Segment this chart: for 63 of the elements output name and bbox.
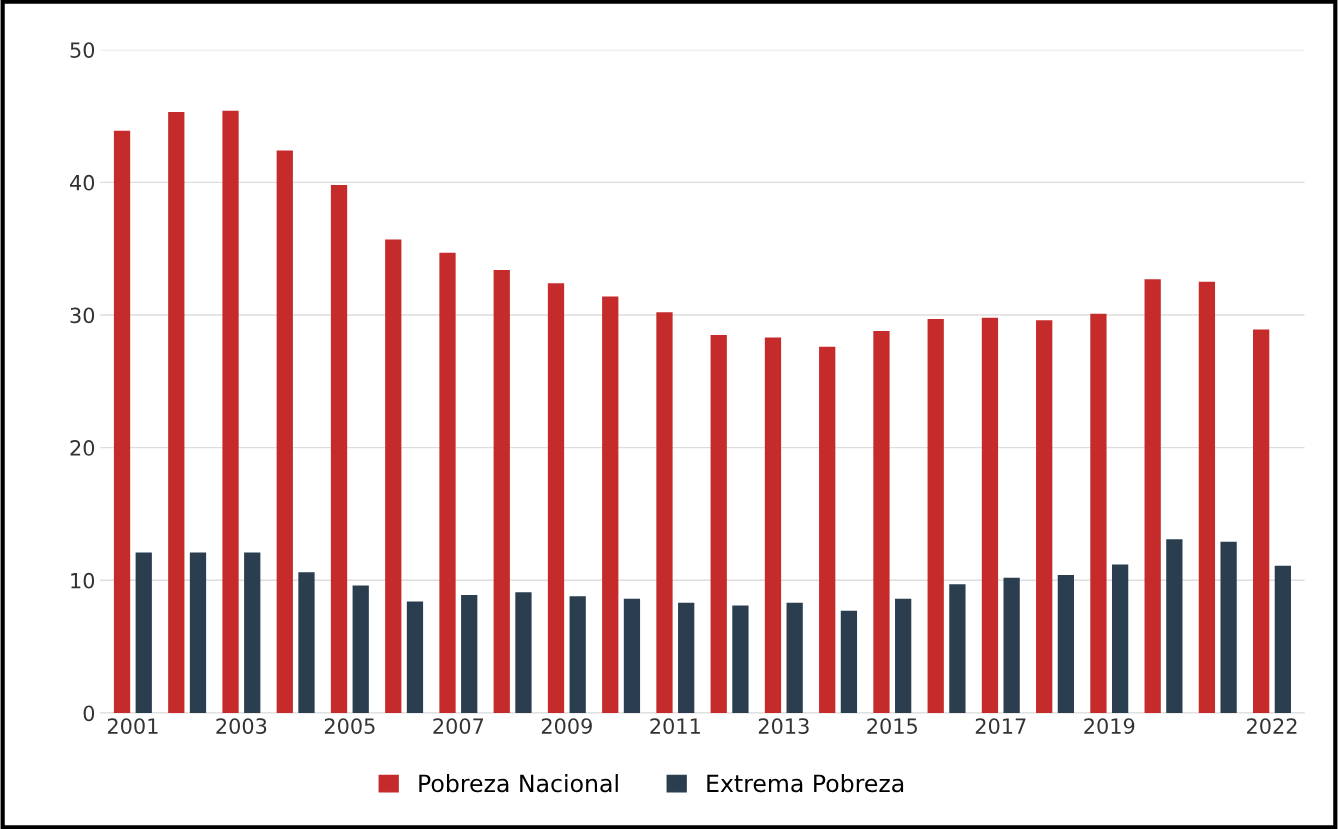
bar xyxy=(493,269,510,713)
y-tick-label: 20 xyxy=(70,440,95,456)
bar xyxy=(1166,539,1183,713)
bar xyxy=(168,112,185,713)
bar xyxy=(819,346,836,713)
y-tick-label: 30 xyxy=(70,307,95,324)
bar xyxy=(189,552,207,713)
bar xyxy=(1144,279,1161,713)
x-tick-label: 2013 xyxy=(758,718,809,734)
x-tick-label: 2015 xyxy=(867,718,917,734)
bar xyxy=(1090,313,1107,713)
bar xyxy=(298,572,315,713)
bar xyxy=(840,610,858,713)
x-tick-label: 2019 xyxy=(1084,718,1135,734)
x-tick-label: 2011 xyxy=(650,718,700,734)
bar xyxy=(352,585,369,713)
bar xyxy=(602,296,619,713)
bar xyxy=(927,319,944,713)
bar xyxy=(244,552,261,713)
bar xyxy=(678,602,695,713)
bar xyxy=(981,317,999,713)
y-tick-label: 50 xyxy=(70,42,95,58)
bar xyxy=(461,594,478,713)
bar xyxy=(732,605,749,713)
bar xyxy=(135,552,152,713)
bar xyxy=(569,596,586,713)
x-tick-label: 2003 xyxy=(216,718,267,734)
bar xyxy=(222,110,239,713)
legend-label: Pobreza Nacional xyxy=(419,773,618,793)
bar xyxy=(1198,281,1216,713)
bar xyxy=(1003,577,1020,713)
bar xyxy=(113,130,131,713)
bar xyxy=(1111,564,1129,713)
bar xyxy=(764,337,782,713)
bar xyxy=(710,334,727,713)
bar xyxy=(623,598,641,713)
x-tick-label: 2022 xyxy=(1247,718,1297,734)
bar xyxy=(547,283,565,713)
bar xyxy=(515,592,532,713)
x-tick-label: 2009 xyxy=(541,718,592,734)
x-tick-label: 2017 xyxy=(975,718,1026,734)
x-tick-label: 2007 xyxy=(433,718,484,734)
y-tick-label: 10 xyxy=(71,572,95,589)
y-tick-label: 40 xyxy=(70,174,95,191)
x-tick-label: 2005 xyxy=(324,718,375,734)
bar xyxy=(895,598,912,713)
bar xyxy=(873,330,890,713)
bar xyxy=(330,185,348,713)
legend-label: Extrema Pobreza xyxy=(707,773,904,793)
bar xyxy=(1253,329,1270,713)
bar xyxy=(439,252,456,713)
bar xyxy=(1274,565,1291,713)
bar xyxy=(786,602,803,713)
bar xyxy=(1057,574,1075,713)
bar xyxy=(406,601,424,713)
bar xyxy=(1220,541,1237,713)
y-tick-label: 0 xyxy=(83,705,95,722)
bar xyxy=(656,312,673,713)
bar xyxy=(276,150,293,713)
bar xyxy=(949,584,966,713)
bar xyxy=(385,239,402,713)
x-tick-label: 2001 xyxy=(107,718,158,734)
bar xyxy=(1036,320,1053,713)
